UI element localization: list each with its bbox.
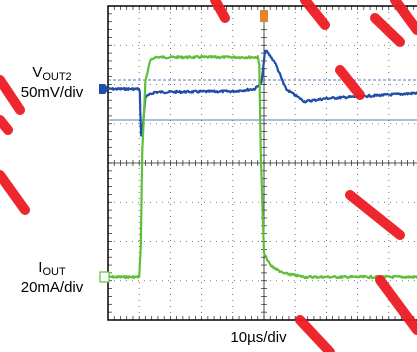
watermark-stripe: [210, 0, 230, 23]
vout2-scale: 50mV/div: [20, 84, 84, 101]
watermark-stripe: [390, 0, 417, 35]
watermark-stripe: [300, 0, 330, 30]
watermark-stripe: [370, 13, 405, 47]
vout2-marker: [99, 84, 109, 94]
plot-grid: [107, 5, 417, 321]
reference-lines: [108, 79, 417, 121]
watermark-stripe: [335, 65, 365, 100]
iout-label: IOUT 20mA/div: [20, 259, 84, 296]
iout-trace: [107, 54, 417, 280]
channel-markers: [99, 10, 268, 283]
watermark-stripe: [345, 190, 405, 240]
time-scale-label: 10µs/div: [230, 329, 287, 346]
trigger-marker: [260, 10, 268, 22]
watermark-stripe: [0, 115, 13, 135]
vout2-label: VOUT2 50mV/div: [20, 64, 84, 101]
vout2-trace: [107, 49, 417, 137]
iout-marker: [99, 271, 110, 283]
watermark-stripe: [0, 75, 25, 115]
iout-scale: 20mA/div: [20, 279, 84, 296]
watermark-stripe: [375, 275, 417, 335]
plot-frame: [107, 5, 417, 321]
watermark-stripe: [295, 315, 335, 352]
traces: [107, 49, 417, 280]
watermark-stripe: [0, 170, 30, 215]
